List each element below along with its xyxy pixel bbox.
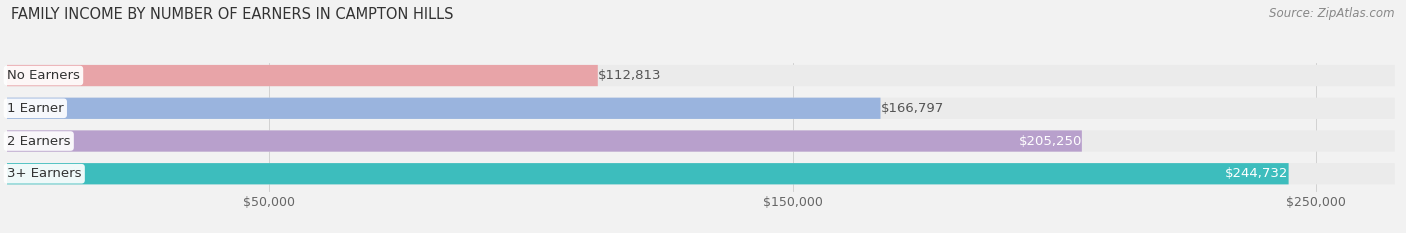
FancyBboxPatch shape [7, 130, 1395, 152]
Text: $205,250: $205,250 [1018, 134, 1081, 147]
Text: No Earners: No Earners [7, 69, 80, 82]
Text: Source: ZipAtlas.com: Source: ZipAtlas.com [1270, 7, 1395, 20]
FancyBboxPatch shape [7, 163, 1395, 184]
FancyBboxPatch shape [7, 130, 1081, 152]
Text: 3+ Earners: 3+ Earners [7, 167, 82, 180]
Text: $166,797: $166,797 [880, 102, 943, 115]
Text: FAMILY INCOME BY NUMBER OF EARNERS IN CAMPTON HILLS: FAMILY INCOME BY NUMBER OF EARNERS IN CA… [11, 7, 454, 22]
FancyBboxPatch shape [7, 65, 598, 86]
FancyBboxPatch shape [7, 163, 1289, 184]
FancyBboxPatch shape [7, 65, 1395, 86]
Text: $112,813: $112,813 [598, 69, 661, 82]
Text: 2 Earners: 2 Earners [7, 134, 70, 147]
FancyBboxPatch shape [7, 98, 1395, 119]
Text: 1 Earner: 1 Earner [7, 102, 63, 115]
FancyBboxPatch shape [7, 98, 880, 119]
Text: $244,732: $244,732 [1225, 167, 1289, 180]
